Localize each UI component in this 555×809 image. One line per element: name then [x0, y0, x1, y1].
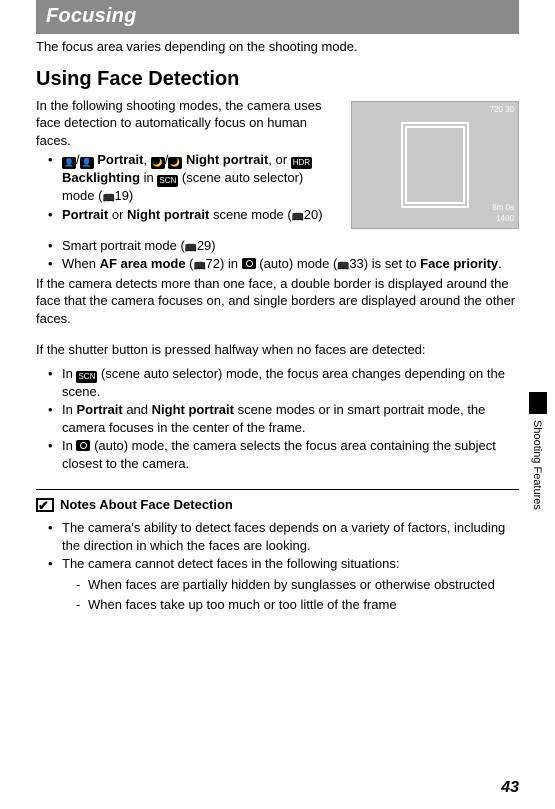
- af-area-mode-label: AF area mode: [100, 256, 186, 271]
- txt-scene-auto-desc: (scene auto selector) mode, the focus ar…: [62, 366, 505, 399]
- note-frame-size: When faces take up too much or too littl…: [76, 596, 519, 614]
- txt-closest-subject: (auto) mode, the camera selects the focu…: [62, 438, 496, 471]
- mode-list-a-continued: Smart portrait mode ( 29) When AF area mo…: [36, 237, 519, 273]
- notes-header: Notes About Face Detection: [36, 489, 519, 514]
- txt-period: .: [498, 256, 502, 271]
- no-faces-list: In SCN (scene auto selector) mode, the f…: [36, 365, 519, 473]
- page-ref-33: 33) is set to: [349, 256, 420, 271]
- portrait-label-2: Portrait: [76, 402, 122, 417]
- no-faces-paragraph: If the shutter button is pressed halfway…: [36, 341, 519, 359]
- preview-top-right: 720 30: [490, 105, 514, 116]
- preview-bottom-right-2: 1400: [496, 214, 514, 225]
- auto-mode-icon: [76, 440, 90, 451]
- night-portrait-icon-2: 🌙: [168, 157, 182, 169]
- txt-or: or: [108, 207, 127, 222]
- side-tab-label: Shooting Features: [529, 420, 544, 510]
- backlighting-icon: HDR: [291, 157, 312, 169]
- section-header: Focusing: [36, 0, 519, 34]
- txt-when: When: [62, 256, 100, 271]
- note-sunglasses: When faces are partially hidden by sungl…: [76, 576, 519, 594]
- backlighting-label: Backlighting: [62, 170, 140, 185]
- night-portrait-icon: 🌙: [151, 157, 165, 169]
- side-tab-marker: [529, 392, 547, 414]
- portrait-scene-label: Portrait: [62, 207, 108, 222]
- portrait-icon: 👤: [62, 157, 76, 169]
- notes-list: The camera's ability to detect faces dep…: [36, 519, 519, 614]
- note-situations-text: The camera cannot detect faces in the fo…: [62, 556, 399, 571]
- book-icon: [337, 256, 349, 266]
- preview-bottom-right-1: 8m 0s: [492, 203, 514, 214]
- bullet-scene-mode: Portrait or Night portrait scene mode ( 2…: [48, 206, 331, 224]
- face-priority-label: Face priority: [420, 256, 498, 271]
- txt-auto-mode: (auto) mode (: [256, 256, 338, 271]
- portrait-icon-2: 👤: [80, 157, 94, 169]
- camera-preview-placeholder: 720 30 8m 0s 1400: [351, 101, 519, 229]
- txt-smart-portrait: Smart portrait mode (: [62, 238, 185, 253]
- face-frame-inner: [405, 126, 465, 204]
- page-ref-29: 29): [197, 238, 216, 253]
- intro-text: The focus area varies depending on the s…: [36, 38, 519, 56]
- bullet-smart-portrait: Smart portrait mode ( 29): [48, 237, 519, 255]
- txt-and: and: [123, 402, 152, 417]
- txt-in: in: [140, 170, 157, 185]
- bullet-portrait-center: In Portrait and Night portrait scene mod…: [48, 401, 519, 436]
- book-icon: [194, 256, 206, 266]
- notes-check-icon: [36, 498, 54, 512]
- multi-face-paragraph: If the camera detects more than one face…: [36, 275, 519, 328]
- page-ref-72: 72) in: [206, 256, 242, 271]
- page: Focusing The focus area varies depending…: [0, 0, 555, 809]
- page-ref-20: 20): [304, 207, 323, 222]
- night-portrait-scene-label: Night portrait: [127, 207, 209, 222]
- txt-scene-mode: scene mode (: [209, 207, 291, 222]
- scene-auto-icon: SCN: [76, 371, 97, 383]
- note-situations: The camera cannot detect faces in the fo…: [48, 555, 519, 614]
- txt-in-3: In: [62, 438, 76, 453]
- notes-sublist: When faces are partially hidden by sungl…: [62, 576, 519, 614]
- face-frame-outer: [401, 122, 469, 208]
- auto-mode-icon: [242, 258, 256, 269]
- page-ref-19: 19): [114, 188, 133, 203]
- bullet-auto-closest: In (auto) mode, the camera selects the f…: [48, 437, 519, 472]
- txt-paren-open: (: [186, 256, 194, 271]
- bullet-af-area-mode: When AF area mode (72) in (auto) mode ( 3…: [48, 255, 519, 273]
- txt-in-1: In: [62, 366, 76, 381]
- bullet-scene-auto: In SCN (scene auto selector) mode, the f…: [48, 365, 519, 401]
- notes-title: Notes About Face Detection: [60, 497, 233, 512]
- page-number: 43: [501, 777, 519, 799]
- section-title: Focusing: [46, 5, 137, 27]
- portrait-label: Portrait: [97, 152, 143, 167]
- lead-in-text: In the following shooting modes, the cam…: [36, 97, 331, 150]
- night-portrait-label-2: Night portrait: [152, 402, 234, 417]
- txt-in-2: In: [62, 402, 76, 417]
- book-icon: [185, 238, 197, 248]
- book-icon: [292, 207, 304, 217]
- book-icon: [102, 188, 114, 198]
- mode-list-a: 👤/👤 Portrait, 🌙/🌙 Night portrait, or HDR…: [36, 151, 331, 224]
- scene-auto-icon: SCN: [157, 175, 178, 187]
- night-portrait-label: Night portrait: [186, 152, 268, 167]
- bullet-portrait-modes: 👤/👤 Portrait, 🌙/🌙 Night portrait, or HDR…: [48, 151, 331, 205]
- note-factors: The camera's ability to detect faces dep…: [48, 519, 519, 554]
- heading-face-detection: Using Face Detection: [36, 66, 519, 93]
